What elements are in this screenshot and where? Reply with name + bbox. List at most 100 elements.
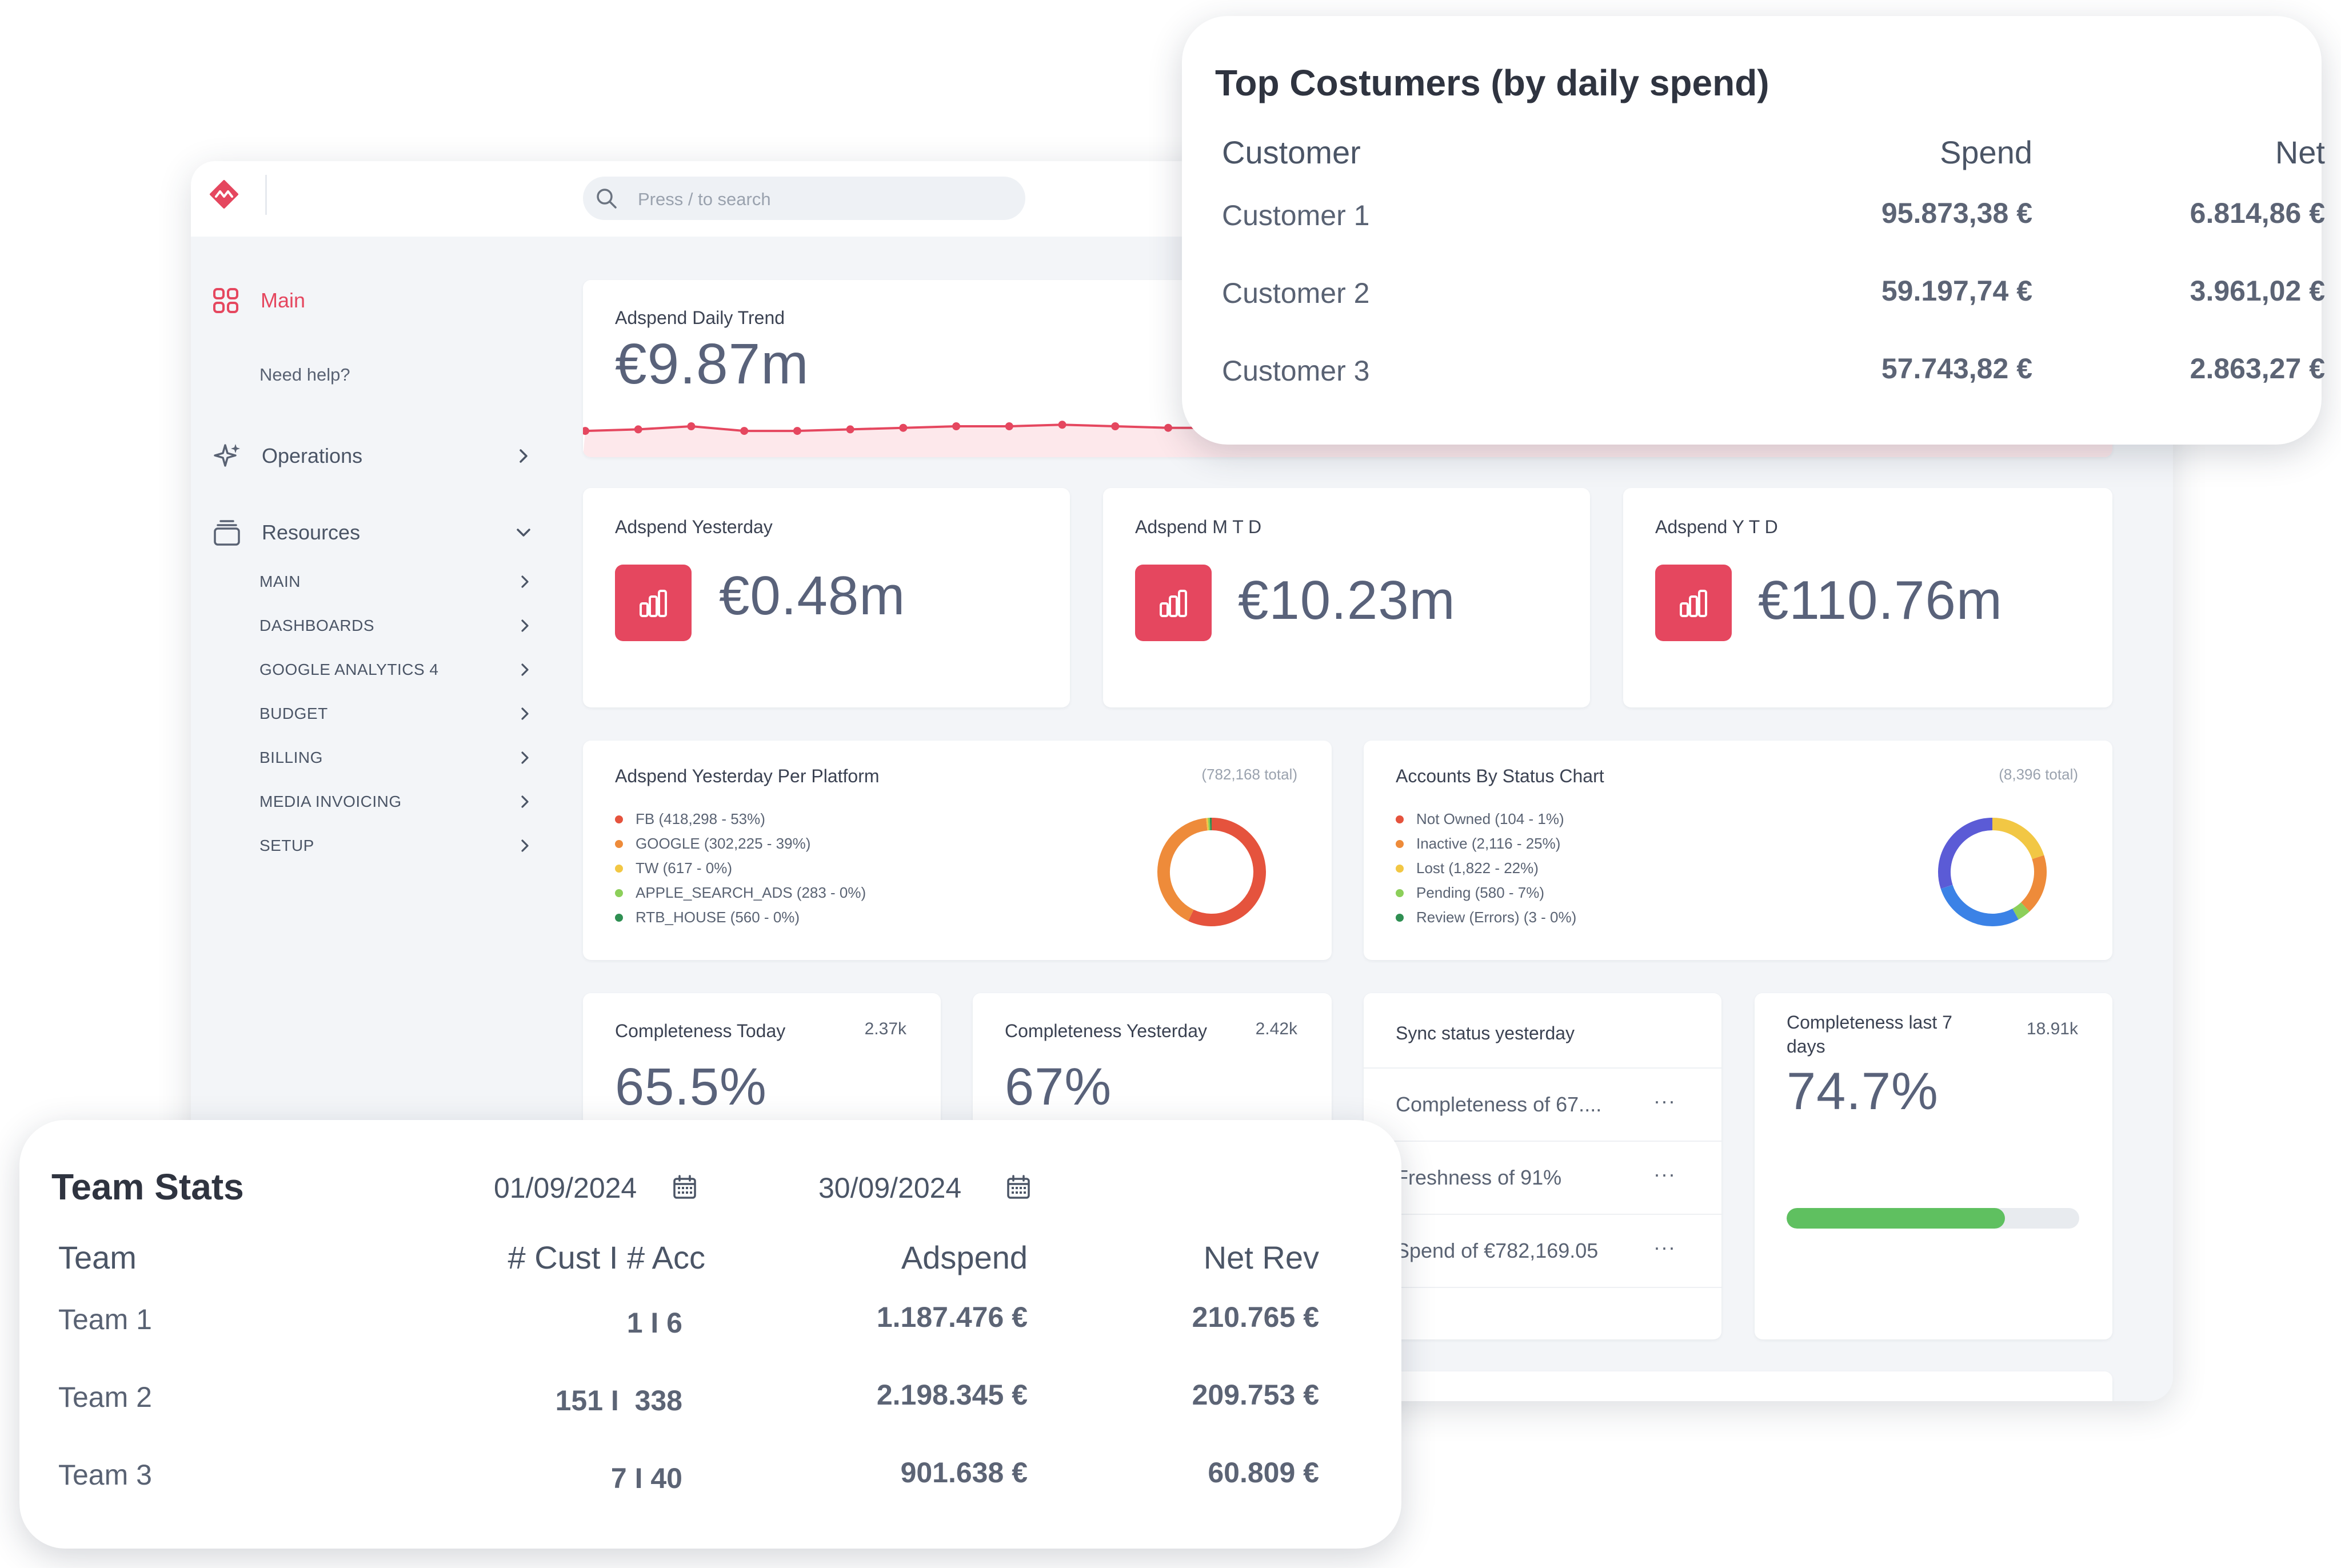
legend-dot — [615, 839, 623, 848]
card-title: Completeness Yesterday — [1005, 1021, 1207, 1041]
chevron-right-icon — [521, 663, 529, 676]
completeness-value: 67% — [1005, 1058, 1112, 1116]
divider — [1364, 1287, 1721, 1339]
sync-row-label: Spend of €782,169.05 — [1396, 1239, 1599, 1262]
help-link[interactable]: Need help? — [259, 365, 350, 385]
search-bar[interactable]: Press / to search — [583, 177, 1025, 220]
sync-row[interactable]: Freshness of 91% ··· — [1364, 1141, 1721, 1214]
spend-value: 95.873,38 € — [1881, 197, 2032, 229]
trend-point — [634, 425, 642, 434]
legend-dot — [615, 864, 623, 873]
legend-dot — [1396, 913, 1404, 922]
chevron-right-icon — [521, 575, 529, 588]
card-title: Completeness last 7 days — [1787, 1010, 1952, 1058]
card-title: Adspend Yesterday — [615, 517, 773, 537]
sidebar-subitem-label: DASHBOARDS — [259, 617, 375, 634]
trend-value: €9.87m — [615, 332, 809, 396]
brand-logo[interactable] — [209, 179, 239, 209]
chevron-right-icon — [521, 751, 529, 764]
kpi-value: €0.48m — [719, 565, 906, 626]
customer-name: Customer 1 — [1222, 199, 1370, 231]
completeness-last7-card: Completeness last 7 days 18.91k 74.7% — [1755, 993, 2112, 1339]
completeness-value: 74.7% — [1787, 1062, 1939, 1121]
legend-label: Not Owned (104 - 1%) — [1416, 810, 1564, 827]
more-icon[interactable]: ··· — [1653, 1089, 1676, 1113]
count-label: 2.42k — [1255, 1019, 1297, 1038]
sidebar-subitem-label: GOOGLE ANALYTICS 4 — [259, 661, 439, 678]
net-value: 3.961,02 € — [2190, 275, 2325, 307]
card-title: Completeness Today — [615, 1021, 786, 1041]
sync-row[interactable]: Spend of €782,169.05 ··· — [1364, 1214, 1721, 1287]
status-legend: Not Owned (104 - 1%) Inactive (2,116 - 2… — [1396, 807, 1576, 930]
team-name: Team 3 — [58, 1459, 152, 1491]
sidebar-subitem-label: SETUP — [259, 837, 314, 854]
sidebar-subitem-google-analytics[interactable]: GOOGLE ANALYTICS 4 — [259, 658, 533, 681]
sidebar-item-label: Operations — [262, 444, 363, 467]
calendar-icon[interactable] — [1005, 1174, 1032, 1201]
more-icon[interactable]: ··· — [1653, 1235, 1676, 1259]
column-header: Spend — [1940, 134, 2032, 170]
legend-item: Lost (1,822 - 22%) — [1396, 856, 1576, 881]
kpi-card-mtd: Adspend M T D €10.23m — [1103, 488, 1590, 707]
sync-row[interactable]: Completeness of 67.... ··· — [1364, 1067, 1721, 1141]
net-value: 6.814,86 € — [2190, 197, 2325, 229]
sidebar-subitem-dashboards[interactable]: DASHBOARDS — [259, 614, 533, 637]
legend-label: Inactive (2,116 - 25%) — [1416, 835, 1561, 852]
donut-slice — [1992, 818, 2044, 859]
trend-point — [793, 427, 801, 435]
progress-bar — [1787, 1208, 2079, 1229]
trend-point — [952, 422, 961, 430]
kpi-card-yesterday: Adspend Yesterday €0.48m — [583, 488, 1070, 707]
legend-dot — [1396, 889, 1404, 897]
chevron-right-icon — [521, 707, 529, 720]
calendar-icon[interactable] — [671, 1174, 698, 1201]
trend-point — [1005, 422, 1013, 430]
sidebar-item-main[interactable]: Main — [213, 283, 305, 318]
sidebar-item-operations[interactable]: Operations — [213, 439, 533, 473]
spend-value: 57.743,82 € — [1881, 353, 2032, 385]
sync-row-label: Freshness of 91% — [1396, 1166, 1562, 1189]
sidebar-subitem-main[interactable]: MAIN — [259, 570, 533, 593]
chevron-down-icon — [517, 529, 530, 537]
sidebar-subitem-media-invoicing[interactable]: MEDIA INVOICING — [259, 790, 533, 813]
status-card: Accounts By Status Chart (8,396 total) N… — [1364, 741, 2112, 960]
divider — [265, 175, 267, 215]
sidebar-item-resources[interactable]: Resources — [213, 515, 533, 550]
date-to-field[interactable]: 30/09/2024 — [818, 1172, 962, 1204]
trend-point — [1111, 422, 1120, 430]
legend-item: RTB_HOUSE (560 - 0%) — [615, 905, 866, 930]
column-header: Adspend — [901, 1239, 1028, 1275]
team-stats-panel: Team Stats 01/09/2024 30/09/2024 Team # … — [19, 1120, 1401, 1549]
legend-label: APPLE_SEARCH_ADS (283 - 0%) — [636, 884, 866, 901]
legend-label: Pending (580 - 7%) — [1416, 884, 1545, 901]
platform-card: Adspend Yesterday Per Platform (782,168 … — [583, 741, 1332, 960]
sync-row-label: Completeness of 67.... — [1396, 1093, 1602, 1116]
legend-dot — [1396, 815, 1404, 823]
bar-chart-icon — [615, 565, 692, 641]
panel-title: Top Costumers (by daily spend) — [1215, 62, 1769, 103]
trend-point — [1164, 423, 1172, 432]
team-name: Team 1 — [58, 1303, 152, 1335]
sidebar-subitem-label: BILLING — [259, 749, 323, 766]
platform-donut-chart — [1157, 818, 1266, 926]
legend-item: FB (418,298 - 53%) — [615, 807, 866, 831]
spend-value: 59.197,74 € — [1881, 275, 2032, 307]
column-header: # Cust I # Acc — [508, 1239, 706, 1275]
trend-point — [1058, 421, 1066, 429]
legend-label: TW (617 - 0%) — [636, 859, 733, 877]
sidebar-subitem-budget[interactable]: BUDGET — [259, 702, 533, 725]
legend-item: Inactive (2,116 - 25%) — [1396, 831, 1576, 856]
card-title-line: Completeness last 7 — [1787, 1012, 1952, 1033]
chevron-right-icon — [521, 839, 529, 852]
net-rev-value: 210.765 € — [1192, 1301, 1319, 1333]
sidebar-item-label: Resources — [262, 521, 361, 544]
card-title: Adspend Y T D — [1655, 517, 1778, 537]
sidebar-subitem-setup[interactable]: SETUP — [259, 834, 533, 857]
search-icon — [597, 189, 617, 209]
sidebar-subitem-billing[interactable]: BILLING — [259, 746, 533, 769]
card-title: Accounts By Status Chart — [1396, 766, 1604, 786]
more-icon[interactable]: ··· — [1653, 1162, 1676, 1186]
customer-name: Customer 2 — [1222, 277, 1370, 309]
date-from-field[interactable]: 01/09/2024 — [494, 1172, 637, 1204]
sidebar-item-label: Main — [261, 289, 306, 312]
